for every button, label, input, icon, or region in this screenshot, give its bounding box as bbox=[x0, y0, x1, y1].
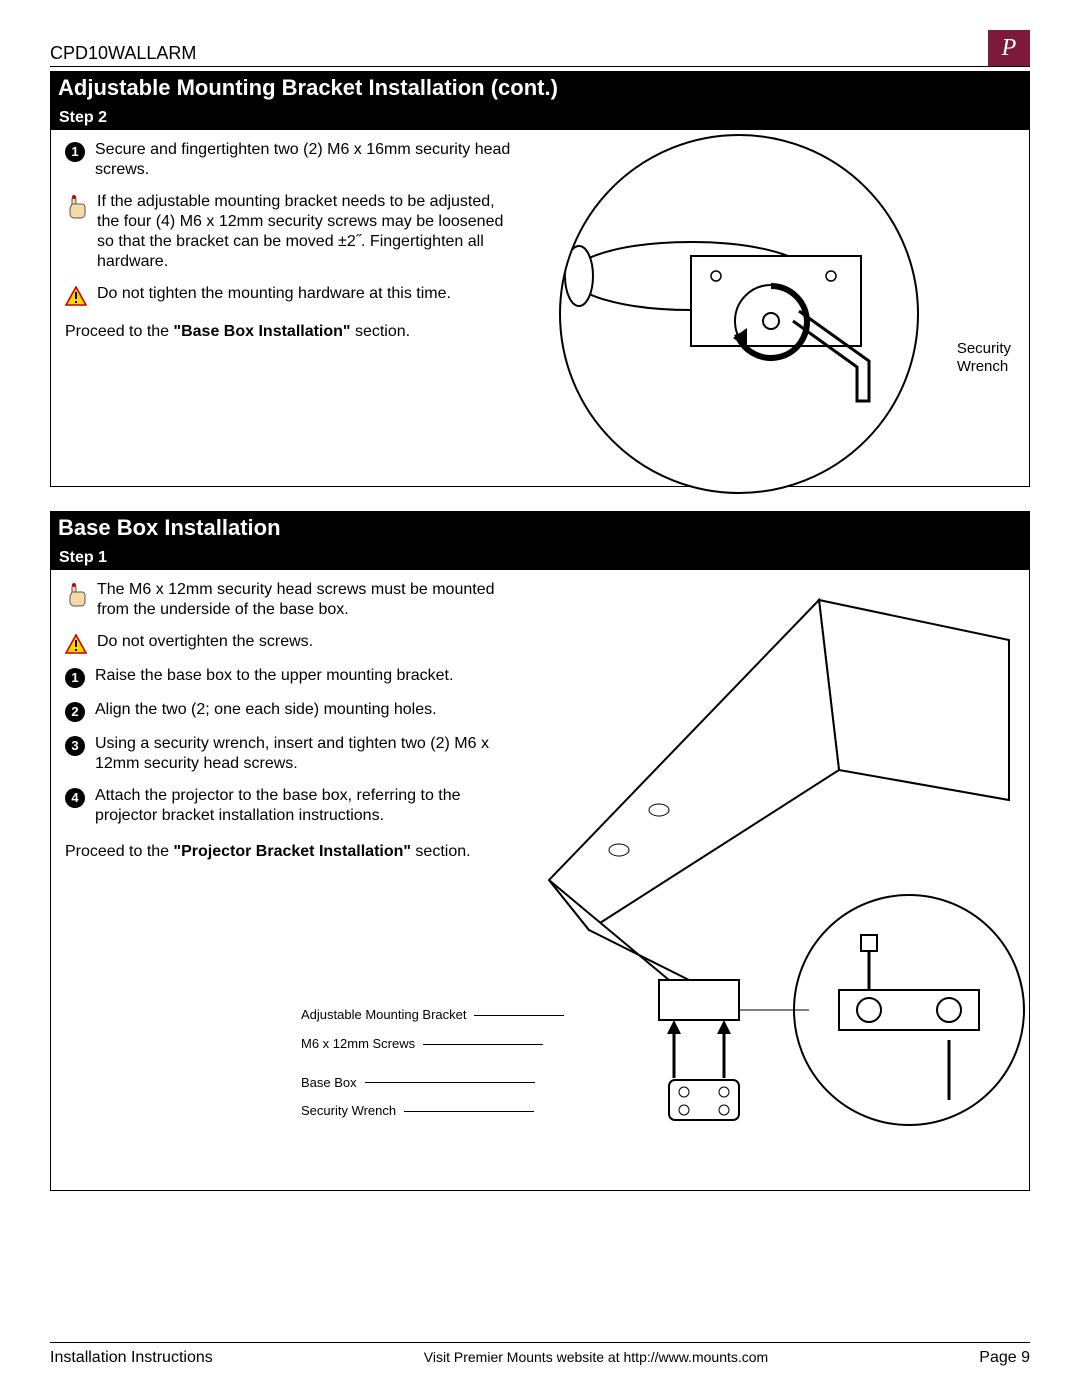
instruction-item: Do not tighten the mounting hardware at … bbox=[65, 284, 513, 306]
step-number-icon: 1 bbox=[65, 668, 85, 688]
section1-figure: Security Wrench bbox=[529, 140, 1015, 470]
section2-step: Step 1 bbox=[51, 546, 1029, 570]
callout-label: M6 x 12mm Screws bbox=[301, 1034, 415, 1055]
section2-title: Base Box Installation bbox=[50, 511, 1030, 545]
warning-icon bbox=[65, 286, 87, 306]
step-number-icon: 3 bbox=[65, 736, 85, 756]
instruction-text: If the adjustable mounting bracket needs… bbox=[97, 192, 513, 272]
instruction-text: Raise the base box to the upper mounting… bbox=[95, 666, 453, 688]
brand-logo: P bbox=[988, 30, 1030, 66]
instruction-text: Do not overtighten the screws. bbox=[97, 632, 313, 654]
callout-line bbox=[404, 1111, 534, 1112]
step-number-icon: 4 bbox=[65, 788, 85, 808]
product-code: CPD10WALLARM bbox=[50, 43, 196, 64]
warning-icon bbox=[65, 634, 87, 654]
bracket-diagram bbox=[559, 134, 919, 494]
callout-line bbox=[365, 1082, 535, 1083]
page-footer: Installation Instructions Visit Premier … bbox=[50, 1342, 1030, 1367]
footer-left: Installation Instructions bbox=[50, 1349, 213, 1367]
callout-label: Security Wrench bbox=[301, 1101, 396, 1122]
proceed-text: Proceed to the "Base Box Installation" s… bbox=[65, 322, 513, 342]
page-header: CPD10WALLARM P bbox=[50, 30, 1030, 67]
figure-callouts: Adjustable Mounting Bracket M6 x 12mm Sc… bbox=[301, 1005, 564, 1130]
instruction-text: Align the two (2; one each side) mountin… bbox=[95, 700, 437, 722]
callout: Adjustable Mounting Bracket bbox=[301, 1005, 564, 1026]
footer-right: Page 9 bbox=[979, 1349, 1030, 1367]
instruction-item: 1 Secure and fingertighten two (2) M6 x … bbox=[65, 140, 513, 180]
instruction-text: Do not tighten the mounting hardware at … bbox=[97, 284, 451, 306]
step-number-icon: 1 bbox=[65, 142, 85, 162]
wrench-label: Security Wrench bbox=[957, 340, 1011, 376]
section2-panel: Step 1 The M6 x 12mm security head screw… bbox=[50, 545, 1030, 1191]
callout-label: Base Box bbox=[301, 1073, 357, 1094]
instruction-item: If the adjustable mounting bracket needs… bbox=[65, 192, 513, 272]
section1-step: Step 2 bbox=[51, 106, 1029, 130]
callout: M6 x 12mm Screws bbox=[301, 1034, 564, 1055]
callout-line bbox=[423, 1044, 543, 1045]
callout: Base Box bbox=[301, 1073, 564, 1094]
callout: Security Wrench bbox=[301, 1101, 564, 1122]
section1-panel: Step 2 1 Secure and fingertighten two (2… bbox=[50, 105, 1030, 487]
hand-icon bbox=[65, 582, 87, 608]
section1-title: Adjustable Mounting Bracket Installation… bbox=[50, 71, 1030, 105]
hand-icon bbox=[65, 194, 87, 220]
callout-label: Adjustable Mounting Bracket bbox=[301, 1005, 466, 1026]
section1-instructions: 1 Secure and fingertighten two (2) M6 x … bbox=[65, 140, 513, 470]
brand-logo-text: P bbox=[1002, 35, 1017, 62]
footer-mid: Visit Premier Mounts website at http://w… bbox=[424, 1349, 768, 1367]
instruction-text: Secure and fingertighten two (2) M6 x 16… bbox=[95, 140, 513, 180]
step-number-icon: 2 bbox=[65, 702, 85, 722]
callout-line bbox=[474, 1015, 564, 1016]
